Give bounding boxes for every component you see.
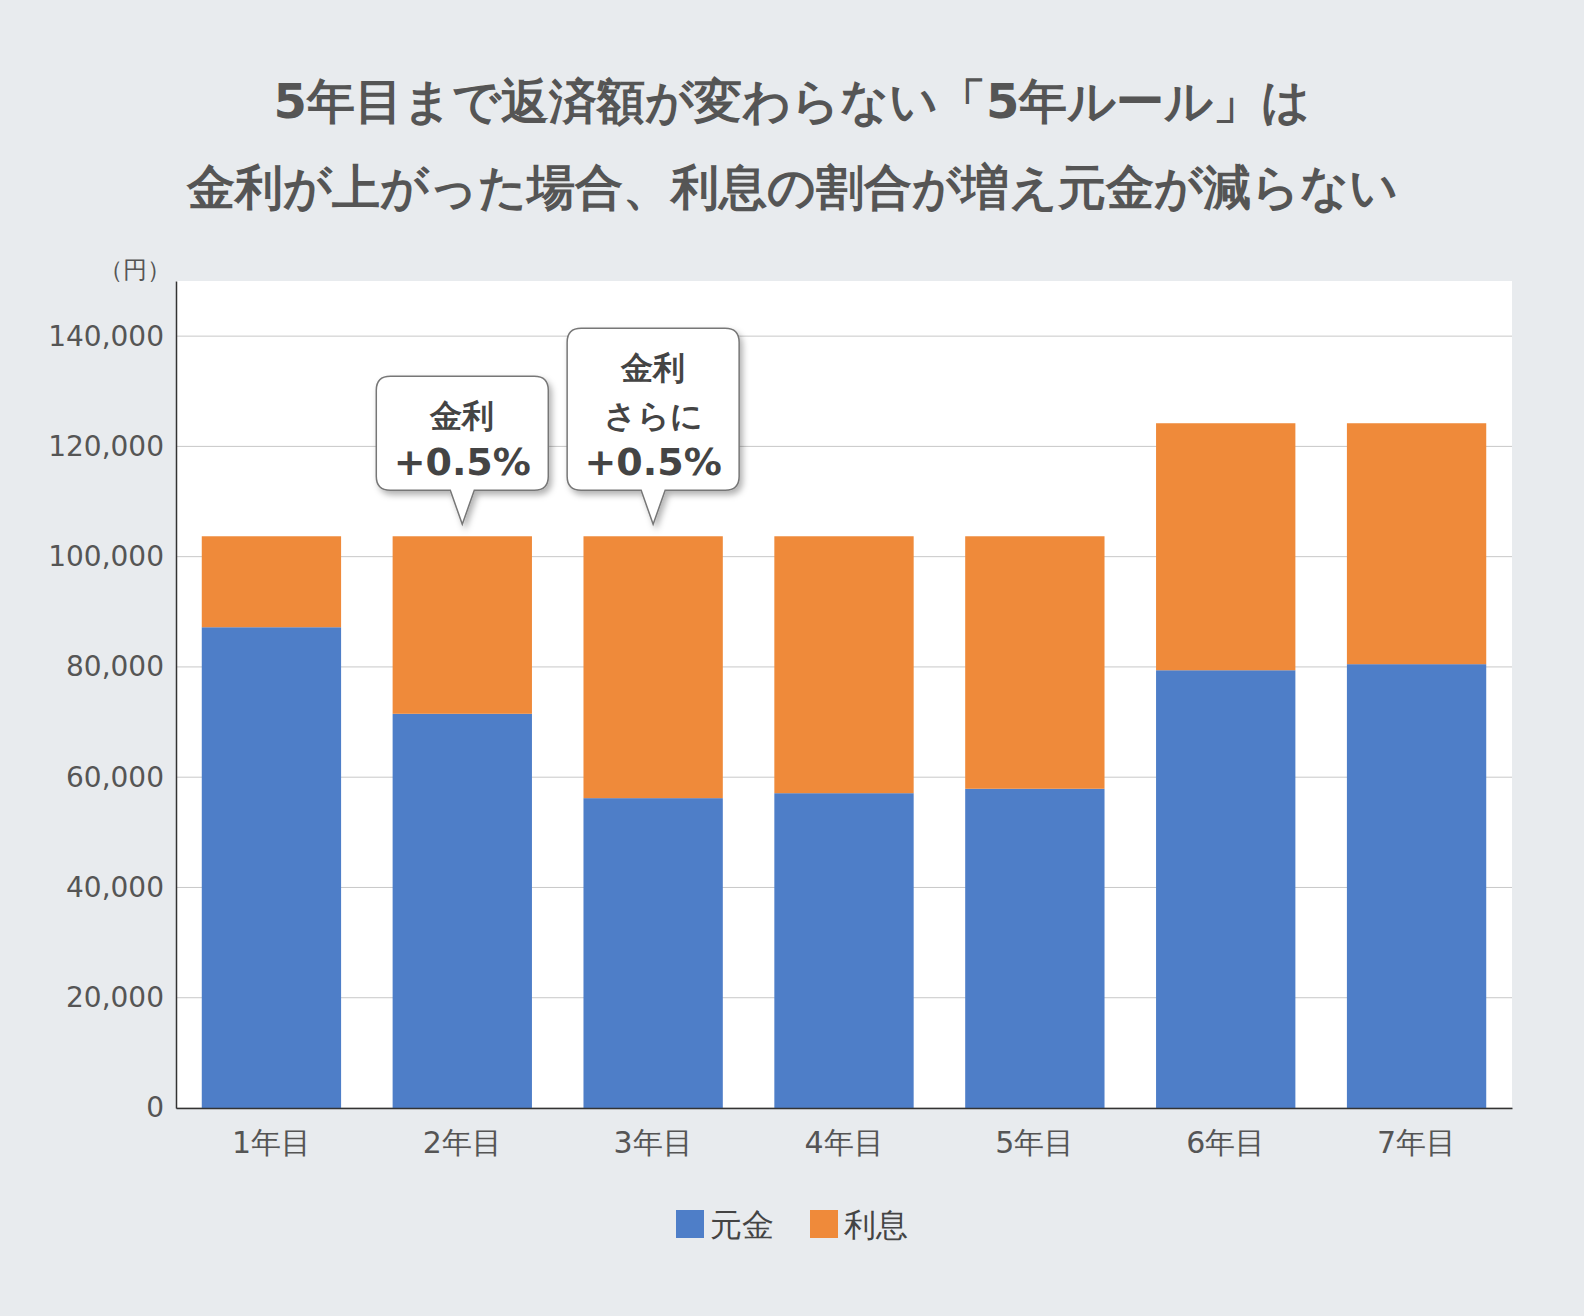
legend-swatch <box>810 1210 838 1238</box>
y-tick-label: 20,000 <box>66 981 164 1014</box>
y-tick-label: 0 <box>146 1091 164 1124</box>
legend: 元金 利息 <box>676 1206 908 1244</box>
bar <box>774 793 913 1108</box>
chart: 5年目まで返済額が変わらない「5年ルール」は金利が上がった場合、利息の割合が増え… <box>0 0 1584 1316</box>
bar <box>393 714 532 1108</box>
callout: 金利 +0.5% <box>376 376 548 524</box>
legend-swatch <box>676 1210 704 1238</box>
y-tick: 100,000 <box>48 540 176 573</box>
x-tick: 4年目 <box>804 1108 883 1160</box>
bar <box>1156 423 1295 670</box>
legend-item: 利息 <box>810 1206 908 1244</box>
y-tick: 20,000 <box>66 981 176 1014</box>
plot-area <box>176 281 1512 1108</box>
bar <box>965 789 1104 1108</box>
x-tick-label: 4年目 <box>804 1125 883 1160</box>
bar <box>1347 423 1486 664</box>
title: 5年目まで返済額が変わらない「5年ルール」は <box>274 73 1311 129</box>
bar <box>774 536 913 793</box>
x-tick-label: 7年目 <box>1377 1125 1456 1160</box>
x-tick-label: 5年目 <box>995 1125 1074 1160</box>
y-tick: 40,000 <box>66 871 176 904</box>
bar <box>1156 670 1295 1108</box>
callout-box <box>567 328 739 524</box>
bar <box>202 627 341 1108</box>
y-tick-label: 40,000 <box>66 871 164 904</box>
y-axis-title: （円） <box>99 256 171 284</box>
y-tick: 80,000 <box>66 650 176 683</box>
y-tick-label: 60,000 <box>66 761 164 794</box>
x-tick-label: 3年目 <box>614 1125 693 1160</box>
x-tick-label: 2年目 <box>423 1125 502 1160</box>
x-tick-label: 6年目 <box>1186 1125 1265 1160</box>
y-tick: 140,000 <box>48 320 176 353</box>
y-tick: 120,000 <box>48 430 176 463</box>
callout-text: +0.5% <box>585 440 722 484</box>
x-axis: 1年目 2年目 3年目 4年目 5年目 6年目 7年目 <box>177 1108 1513 1160</box>
bar <box>393 536 532 714</box>
callout: 金利さらに +0.5% <box>567 328 739 524</box>
bar <box>1347 664 1486 1108</box>
bar <box>202 536 341 627</box>
legend-item: 元金 <box>676 1206 774 1244</box>
callout-text: さらに <box>604 397 703 435</box>
grid-line <box>176 336 1512 337</box>
background <box>0 0 1584 1316</box>
callout-text: +0.5% <box>394 440 531 484</box>
y-tick-label: 80,000 <box>66 650 164 683</box>
x-tick: 2年目 <box>423 1108 502 1160</box>
title: 金利が上がった場合、利息の割合が増え元金が減らない <box>186 159 1398 215</box>
legend-label: 元金 <box>710 1206 774 1244</box>
y-tick: 0 <box>146 1091 176 1124</box>
callout-box <box>376 376 548 524</box>
grid <box>176 336 1512 1108</box>
callout-text: 金利 <box>429 397 494 435</box>
x-tick: 3年目 <box>614 1108 693 1160</box>
y-axis: 0 20,000 40,000 60,000 80,000 100,000 120,000 1… <box>48 282 176 1125</box>
bars <box>202 423 1486 1108</box>
bar <box>583 536 722 798</box>
x-axis-line <box>177 1108 1513 1110</box>
legend-label: 利息 <box>844 1206 908 1244</box>
x-tick: 6年目 <box>1186 1108 1265 1160</box>
bar <box>965 536 1104 789</box>
y-tick: 60,000 <box>66 761 176 794</box>
bar <box>583 798 722 1108</box>
y-tick-label: 120,000 <box>48 430 164 463</box>
y-tick-label: 100,000 <box>48 540 164 573</box>
x-tick: 5年目 <box>995 1108 1074 1160</box>
x-tick: 7年目 <box>1377 1108 1456 1160</box>
callout-text: 金利 <box>620 349 685 387</box>
x-tick-label: 1年目 <box>232 1125 311 1160</box>
y-axis-line <box>176 282 178 1109</box>
x-tick: 1年目 <box>232 1108 311 1160</box>
y-tick-label: 140,000 <box>48 320 164 353</box>
